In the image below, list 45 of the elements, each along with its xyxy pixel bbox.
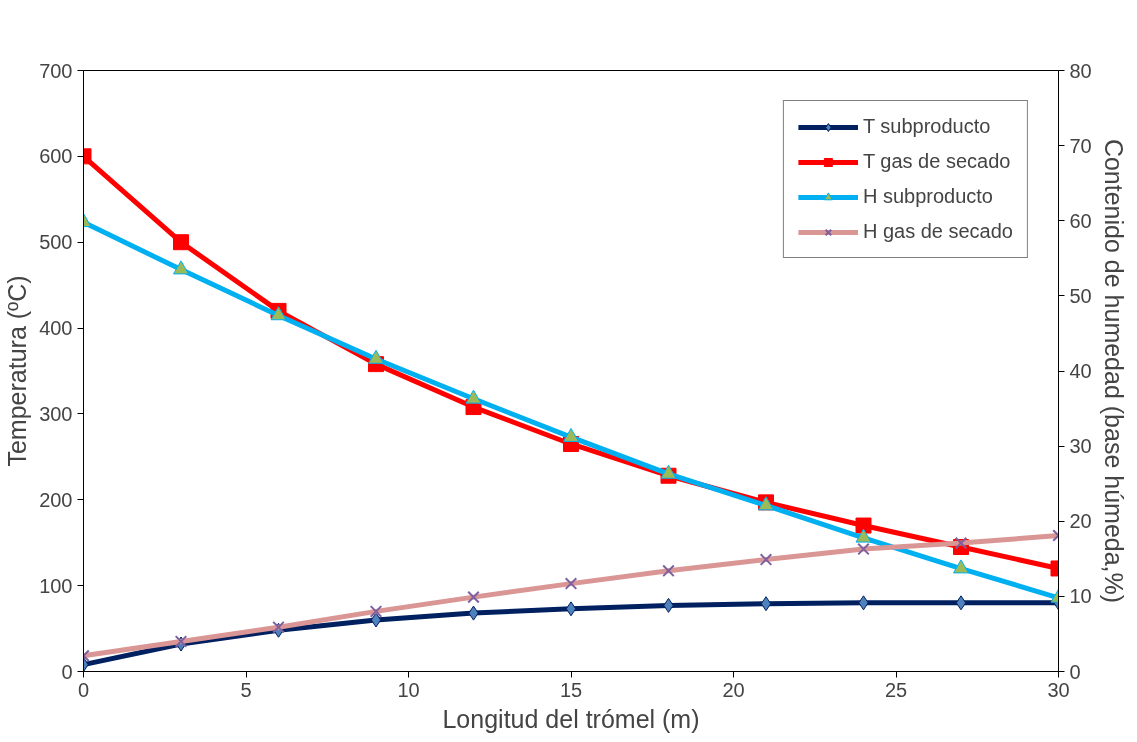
y-tick-label: 400 <box>39 317 73 340</box>
y2-tick-label: 50 <box>1069 284 1092 307</box>
point <box>563 427 579 442</box>
y-tick-label: 300 <box>39 402 73 425</box>
x-tick-label: 30 <box>1047 678 1070 701</box>
x-axis-title: Longitud del trómel (m) <box>442 704 700 733</box>
x-tick-label: 0 <box>77 678 90 701</box>
point <box>368 349 384 364</box>
y2-tick-label: 10 <box>1069 585 1092 608</box>
y-axis-title: Temperatura (ºC) <box>3 275 32 467</box>
y2-tick-label: 30 <box>1069 435 1092 458</box>
y2-axis-title: Contenido de humedad (base húmeda,%) <box>1099 138 1128 604</box>
y-tick-label: 0 <box>61 660 73 683</box>
x-tick-label: 20 <box>722 678 745 701</box>
legend-label: H subproducto <box>862 185 993 208</box>
point <box>370 612 382 628</box>
y2-tick-label: 70 <box>1069 134 1092 157</box>
point <box>465 389 482 404</box>
legend-label: H gas de secado <box>862 220 1013 243</box>
y-tick-label: 200 <box>39 488 73 511</box>
point <box>565 601 577 617</box>
x-tick-label: 5 <box>240 678 252 701</box>
legend-label: T subproducto <box>862 115 991 138</box>
x-tick-label: 10 <box>397 678 420 701</box>
point <box>660 464 677 479</box>
y2-tick-label: 60 <box>1069 209 1092 232</box>
x-tick-label: 25 <box>884 678 908 701</box>
point <box>955 595 967 611</box>
y-tick-label: 100 <box>39 574 73 597</box>
point <box>855 517 872 534</box>
point <box>173 260 189 275</box>
point <box>173 234 189 251</box>
y2-tick-label: 40 <box>1069 360 1092 382</box>
y2-tick-label: 80 <box>1069 59 1092 82</box>
point <box>760 596 772 612</box>
point <box>855 528 872 543</box>
y2-tick-label: 0 <box>1069 660 1081 683</box>
y-tick-label: 600 <box>39 145 73 168</box>
legend-label: T gas de secado <box>862 150 1011 173</box>
y-tick-label: 500 <box>39 231 73 254</box>
point <box>270 306 287 321</box>
x-tick-label: 15 <box>559 678 583 701</box>
y-tick-label: 700 <box>39 59 73 82</box>
y2-tick-label: 20 <box>1069 510 1092 533</box>
point <box>953 559 969 574</box>
